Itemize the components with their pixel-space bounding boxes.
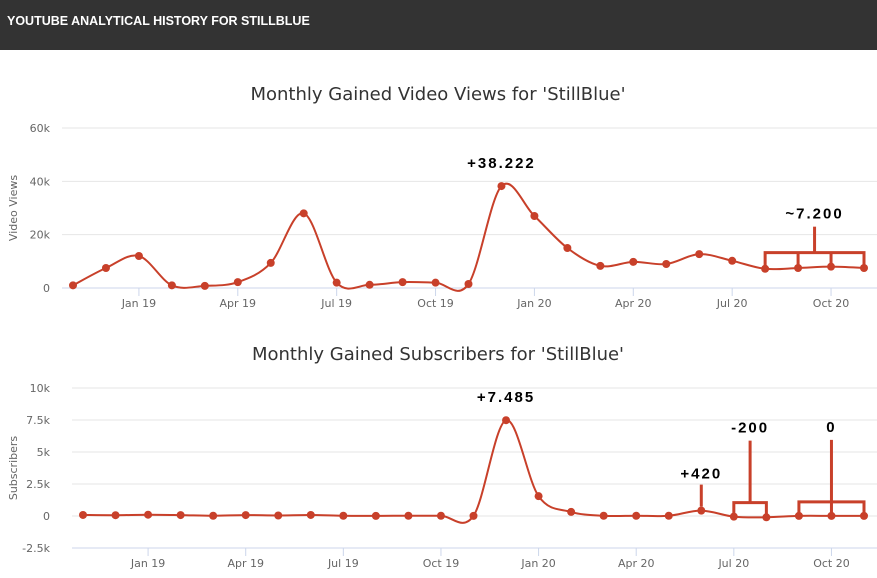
annotation-label: 0 <box>826 419 836 436</box>
data-point <box>371 511 380 520</box>
data-point <box>530 212 539 220</box>
data-point <box>431 278 440 287</box>
x-tick-label: Apr 19 <box>227 557 264 570</box>
data-point <box>629 257 638 266</box>
data-point <box>502 416 511 425</box>
chart-1: Monthly Gained Video Views for 'StillBlu… <box>7 84 877 310</box>
data-point <box>69 281 77 290</box>
data-point <box>306 510 315 519</box>
data-point <box>241 511 250 520</box>
chart-title: Monthly Gained Video Views for 'StillBlu… <box>250 84 625 105</box>
data-point <box>176 511 185 520</box>
x-tick-label: Jan 19 <box>121 297 156 310</box>
data-point <box>167 281 176 290</box>
x-tick-label: Apr 19 <box>220 297 257 310</box>
data-point <box>632 511 641 520</box>
x-tick-label: Apr 20 <box>618 557 655 570</box>
y-axis-label: Video Views <box>7 175 20 241</box>
y-tick-label: 5k <box>37 446 51 459</box>
x-tick-label: Apr 20 <box>615 297 652 310</box>
page-header: YOUTUBE ANALYTICAL HISTORY FOR STILLBLUE <box>0 0 877 50</box>
charts-area: Monthly Gained Video Views for 'StillBlu… <box>7 84 877 570</box>
annotation-label: -200 <box>731 420 769 437</box>
data-point <box>697 506 706 515</box>
data-point <box>596 261 605 270</box>
annotation-bracket <box>732 501 768 517</box>
series-line <box>72 182 865 292</box>
y-tick-label: 10k <box>30 382 51 395</box>
annotation-label: +420 <box>680 466 722 483</box>
data-point <box>728 256 737 265</box>
x-tick-label: Jan 20 <box>520 557 555 570</box>
x-tick-label: Jul 19 <box>320 297 352 310</box>
chart-title: Monthly Gained Subscribers for 'StillBlu… <box>252 344 624 365</box>
data-point <box>436 511 445 520</box>
y-tick-label: 0 <box>43 282 50 295</box>
y-tick-label: -2.5k <box>22 542 50 555</box>
data-point <box>233 278 242 287</box>
x-tick-label: Oct 20 <box>813 297 850 310</box>
x-tick-label: Oct 19 <box>423 557 460 570</box>
data-point <box>469 511 478 520</box>
data-point <box>599 511 608 520</box>
data-point <box>79 510 87 519</box>
x-tick-label: Oct 20 <box>813 557 850 570</box>
data-point <box>761 264 770 273</box>
data-point <box>860 264 868 272</box>
y-tick-label: 0 <box>43 510 50 523</box>
data-point <box>266 258 275 267</box>
annotation-label: +38.222 <box>467 155 536 172</box>
y-tick-label: 7.5k <box>26 414 50 427</box>
y-tick-label: 40k <box>30 175 51 188</box>
y-tick-label: 60k <box>30 122 51 135</box>
page-title: YOUTUBE ANALYTICAL HISTORY FOR STILLBLUE <box>7 14 310 28</box>
x-tick-label: Oct 19 <box>417 297 454 310</box>
data-point <box>144 510 153 519</box>
data-point <box>497 182 506 191</box>
x-tick-label: Jul 20 <box>716 297 748 310</box>
data-point <box>339 511 348 520</box>
x-tick-label: Jan 19 <box>130 557 165 570</box>
annotation-label: +7.485 <box>477 389 535 406</box>
data-point <box>567 507 576 516</box>
y-tick-label: 2.5k <box>26 478 50 491</box>
data-point <box>662 260 671 268</box>
data-point <box>111 511 120 520</box>
x-tick-label: Jul 19 <box>327 557 359 570</box>
data-point <box>365 280 374 289</box>
data-point <box>695 250 704 259</box>
data-point <box>398 278 407 287</box>
data-point <box>534 492 543 501</box>
x-tick-label: Jan 20 <box>516 297 551 310</box>
data-point <box>134 252 143 260</box>
data-point <box>299 209 308 218</box>
data-point <box>332 278 341 287</box>
data-point <box>664 511 673 520</box>
data-point <box>827 262 836 271</box>
data-point <box>274 511 283 520</box>
data-point <box>101 264 110 272</box>
data-point <box>563 244 572 252</box>
annotation-bracket <box>763 251 866 267</box>
data-point <box>209 511 218 520</box>
x-tick-label: Jul 20 <box>717 557 749 570</box>
data-point <box>200 281 209 290</box>
data-point <box>762 513 771 522</box>
y-tick-label: 20k <box>30 229 51 242</box>
chart-2: Monthly Gained Subscribers for 'StillBlu… <box>7 344 877 570</box>
annotation-label: ~7.200 <box>785 206 843 223</box>
y-axis-label: Subscribers <box>7 436 20 501</box>
data-point <box>404 511 413 520</box>
data-point <box>464 280 473 288</box>
